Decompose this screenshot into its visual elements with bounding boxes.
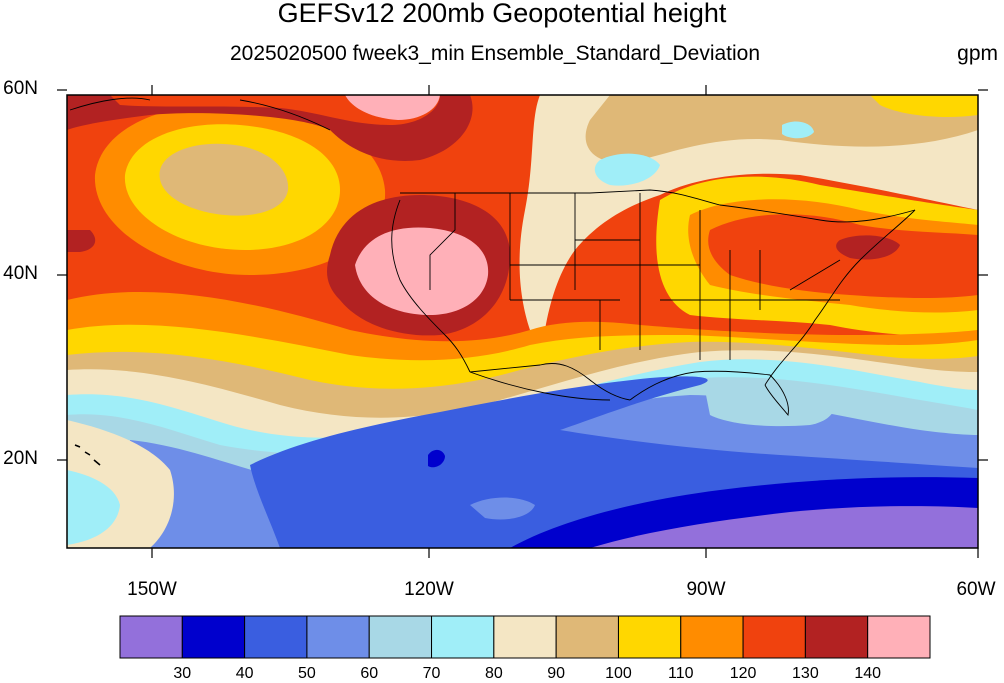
colorbar-tick-label: 40 [235,665,254,682]
colorbar-tick-label: 90 [547,665,566,682]
axis-ticks [57,85,988,558]
colorbar-tick-label: 80 [484,665,503,682]
colorbar-tick-label: 70 [422,665,441,682]
contour-band-130-140 [836,235,900,260]
contour-band-30-40 [428,449,445,468]
colorbar-swatch [368,615,433,659]
lat-label-20n: 20N [3,448,38,469]
lon-label-90w: 90W [686,579,726,600]
contour-band-70-80 [782,121,814,139]
lon-label-120w: 120W [404,579,454,600]
contour-band-120-130 [708,214,978,299]
colorbar-swatch [555,615,619,659]
lat-label-60n: 60N [3,78,38,99]
lon-label-150w: 150W [127,579,177,600]
border-us-mexico [469,371,611,401]
contour-field [67,95,978,548]
contour-band-lt-30 [590,506,978,548]
map-subtitle: 2025020500 fweek3_min Ensemble_Standard_… [230,42,761,65]
coastline-alaska [69,97,331,131]
contour-band-70-80 [594,153,660,186]
plot-frame [66,94,979,549]
colorbar-swatch [431,615,495,659]
colorbar-swatch [306,615,370,659]
contour-band-90-100 [159,143,289,216]
lat-label-40n: 40N [3,263,38,284]
colorbar-tick-label: 30 [173,665,192,682]
colorbar-swatch [742,615,806,659]
contour-band-gt-140 [345,95,440,120]
units-label: gpm [957,42,998,65]
colorbar-tick-label: 60 [360,665,379,682]
lon-label-60w: 60W [956,579,996,600]
contour-band-60-70 [705,383,835,427]
colorbar-tick-label: 110 [668,665,694,682]
coastline-gulf [629,370,789,417]
contour-band-130-140 [67,230,96,252]
coastline-west [391,199,471,373]
colorbar-swatch [867,615,931,659]
colorbar-swatch [680,615,744,659]
colorbar-tick-label: 120 [729,665,757,682]
colorbar-tick-label: 100 [605,665,632,682]
coastline-east [764,209,916,386]
contour-band-gt-140 [355,227,489,315]
contour-band-50-60 [470,497,535,520]
coastlines [69,97,916,466]
colorbar-tick-label: 50 [298,665,316,682]
map-title: GEFSv12 200mb Geopotential height [277,0,727,28]
contour-band-70-80 [67,470,120,545]
contour-band-100-110 [870,95,978,117]
colorbar-tick-label: 130 [792,665,819,682]
colorbar-swatch [617,615,682,659]
colorbar-swatch [244,615,308,659]
colorbar [119,615,931,659]
colorbar-swatch [119,615,183,659]
contour-band-90-100 [585,95,978,163]
border-canada-us [400,189,916,223]
coastline-mexico [469,363,631,401]
colorbar-tick-label: 140 [854,665,882,682]
islands-hawaii [74,444,101,466]
colorbar-swatch [181,615,246,659]
colorbar-swatch [804,615,869,659]
state-borders [429,193,841,360]
colorbar-swatch [493,615,557,659]
